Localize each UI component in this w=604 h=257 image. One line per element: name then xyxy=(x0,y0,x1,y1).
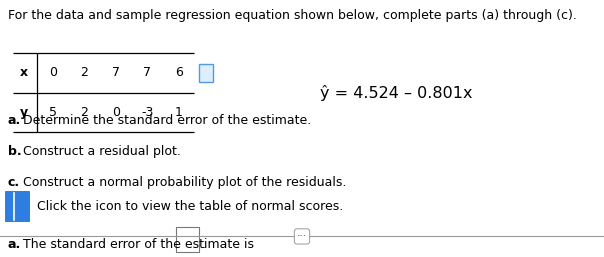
Text: -3: -3 xyxy=(141,106,153,119)
Text: 2: 2 xyxy=(80,66,89,79)
Text: .: . xyxy=(202,237,206,251)
Text: 0: 0 xyxy=(112,106,120,119)
Text: c.: c. xyxy=(8,176,20,189)
Text: Determine the standard error of the estimate.: Determine the standard error of the esti… xyxy=(19,114,311,127)
Text: ···: ··· xyxy=(297,232,307,241)
Text: 6: 6 xyxy=(175,66,183,79)
Text: x: x xyxy=(20,66,28,79)
Text: b.: b. xyxy=(8,145,22,158)
FancyBboxPatch shape xyxy=(5,191,29,221)
Text: The standard error of the estimate is: The standard error of the estimate is xyxy=(19,237,254,251)
Text: ŷ = 4.524 – 0.801x: ŷ = 4.524 – 0.801x xyxy=(320,85,472,100)
FancyBboxPatch shape xyxy=(176,227,199,252)
Text: Construct a residual plot.: Construct a residual plot. xyxy=(19,145,181,158)
Text: Construct a normal probability plot of the residuals.: Construct a normal probability plot of t… xyxy=(19,176,346,189)
FancyBboxPatch shape xyxy=(199,64,213,82)
Text: Click the icon to view the table of normal scores.: Click the icon to view the table of norm… xyxy=(33,200,344,213)
Text: For the data and sample regression equation shown below, complete parts (a) thro: For the data and sample regression equat… xyxy=(8,9,577,22)
Text: a.: a. xyxy=(8,114,21,127)
Text: 0: 0 xyxy=(49,66,57,79)
Text: 2: 2 xyxy=(80,106,89,119)
Text: y: y xyxy=(20,106,28,119)
Text: 5: 5 xyxy=(49,106,57,119)
Text: 7: 7 xyxy=(143,66,152,79)
Text: 1: 1 xyxy=(175,106,183,119)
Text: 7: 7 xyxy=(112,66,120,79)
Text: a.: a. xyxy=(8,237,21,251)
